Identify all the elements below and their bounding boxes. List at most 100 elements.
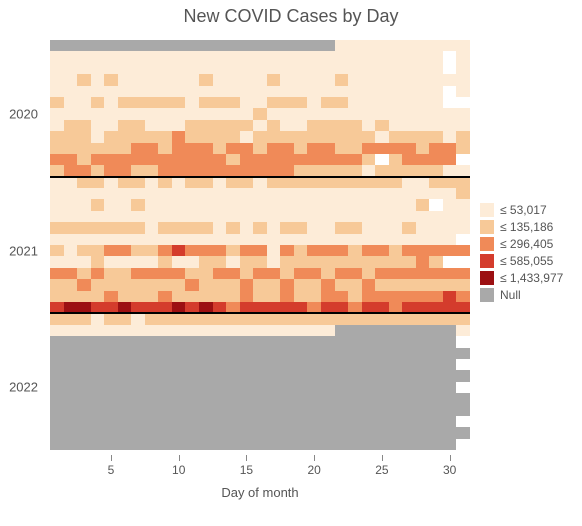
heatmap-cell (253, 222, 267, 233)
heatmap-cell (118, 199, 132, 210)
x-tick-label: 10 (172, 463, 185, 477)
heatmap-cell (145, 177, 159, 188)
heatmap-cell (416, 177, 430, 188)
heatmap-cell (77, 382, 91, 393)
heatmap-cell (213, 336, 227, 347)
heatmap-cell (375, 427, 389, 438)
heatmap-cell (456, 120, 470, 131)
heatmap-cell (158, 325, 172, 336)
heatmap-cell (321, 108, 335, 119)
heatmap-cell (118, 40, 132, 51)
legend-item: ≤ 296,405 (480, 237, 563, 251)
heatmap-cell (213, 74, 227, 85)
heatmap-cell (172, 256, 186, 267)
heatmap-cell (253, 382, 267, 393)
heatmap-cell (226, 131, 240, 142)
heatmap-cell (199, 256, 213, 267)
heatmap-cell (199, 51, 213, 62)
heatmap-cell (389, 74, 403, 85)
heatmap-cell (50, 51, 64, 62)
heatmap-cell (145, 439, 159, 450)
heatmap-cell (240, 188, 254, 199)
heatmap-cell (64, 427, 78, 438)
heatmap-cell (199, 370, 213, 381)
heatmap-cell (280, 439, 294, 450)
heatmap-cell (389, 348, 403, 359)
heatmap-cell (335, 131, 349, 142)
heatmap-cell (294, 97, 308, 108)
heatmap-cell (362, 108, 376, 119)
heatmap-cell (294, 63, 308, 74)
heatmap-cell (172, 108, 186, 119)
heatmap-cell (280, 51, 294, 62)
heatmap-cell (145, 382, 159, 393)
heatmap-cell (91, 313, 105, 324)
heatmap-cell (267, 439, 281, 450)
heatmap-cell (307, 222, 321, 233)
heatmap-cell (131, 143, 145, 154)
heatmap-cell (199, 348, 213, 359)
heatmap-cell (50, 131, 64, 142)
heatmap-cell (118, 188, 132, 199)
heatmap-cell (64, 268, 78, 279)
heatmap-cell (77, 370, 91, 381)
heatmap-cell (335, 336, 349, 347)
heatmap-cell (213, 279, 227, 290)
heatmap-cell (362, 370, 376, 381)
heatmap-cell (64, 211, 78, 222)
heatmap-cell (307, 382, 321, 393)
heatmap-cell (199, 404, 213, 415)
heatmap-cell (307, 325, 321, 336)
heatmap-cell (91, 143, 105, 154)
heatmap-cell (389, 86, 403, 97)
heatmap-cell (77, 427, 91, 438)
heatmap-cell (104, 154, 118, 165)
heatmap-cell (240, 74, 254, 85)
heatmap-cell (64, 108, 78, 119)
heatmap-cell (294, 51, 308, 62)
heatmap-cell (77, 222, 91, 233)
heatmap-cell (321, 154, 335, 165)
heatmap-cell (91, 86, 105, 97)
heatmap-cell (267, 199, 281, 210)
heatmap-cell (416, 86, 430, 97)
heatmap-cell (77, 234, 91, 245)
heatmap-cell (335, 86, 349, 97)
heatmap-cell (456, 211, 470, 222)
heatmap-cell (280, 97, 294, 108)
heatmap-cell (294, 370, 308, 381)
heatmap-cell (335, 348, 349, 359)
heatmap-cell (91, 404, 105, 415)
heatmap-cell (362, 404, 376, 415)
x-tick-label: 30 (443, 463, 456, 477)
heatmap-cell (158, 74, 172, 85)
heatmap-cell (104, 199, 118, 210)
heatmap-cell (375, 97, 389, 108)
heatmap-cell (348, 279, 362, 290)
heatmap-cell (172, 143, 186, 154)
heatmap-cell (416, 222, 430, 233)
heatmap-cell (389, 439, 403, 450)
heatmap-cell (416, 291, 430, 302)
heatmap-cell (362, 313, 376, 324)
heatmap-cell (64, 404, 78, 415)
heatmap-cell (294, 336, 308, 347)
heatmap-cell (335, 439, 349, 450)
heatmap-cell (443, 393, 457, 404)
heatmap-cell (389, 97, 403, 108)
heatmap-cell (118, 404, 132, 415)
heatmap-cell (389, 256, 403, 267)
heatmap-cell (145, 199, 159, 210)
heatmap-cell (77, 279, 91, 290)
heatmap-cell (213, 234, 227, 245)
heatmap-cell (145, 234, 159, 245)
heatmap-cell (64, 199, 78, 210)
heatmap-cell (267, 370, 281, 381)
heatmap-cell (240, 268, 254, 279)
heatmap-cell (77, 74, 91, 85)
heatmap-cell (280, 86, 294, 97)
legend-label: ≤ 135,186 (500, 220, 553, 234)
heatmap-cell (348, 234, 362, 245)
heatmap-cell (172, 439, 186, 450)
heatmap-cell (185, 97, 199, 108)
